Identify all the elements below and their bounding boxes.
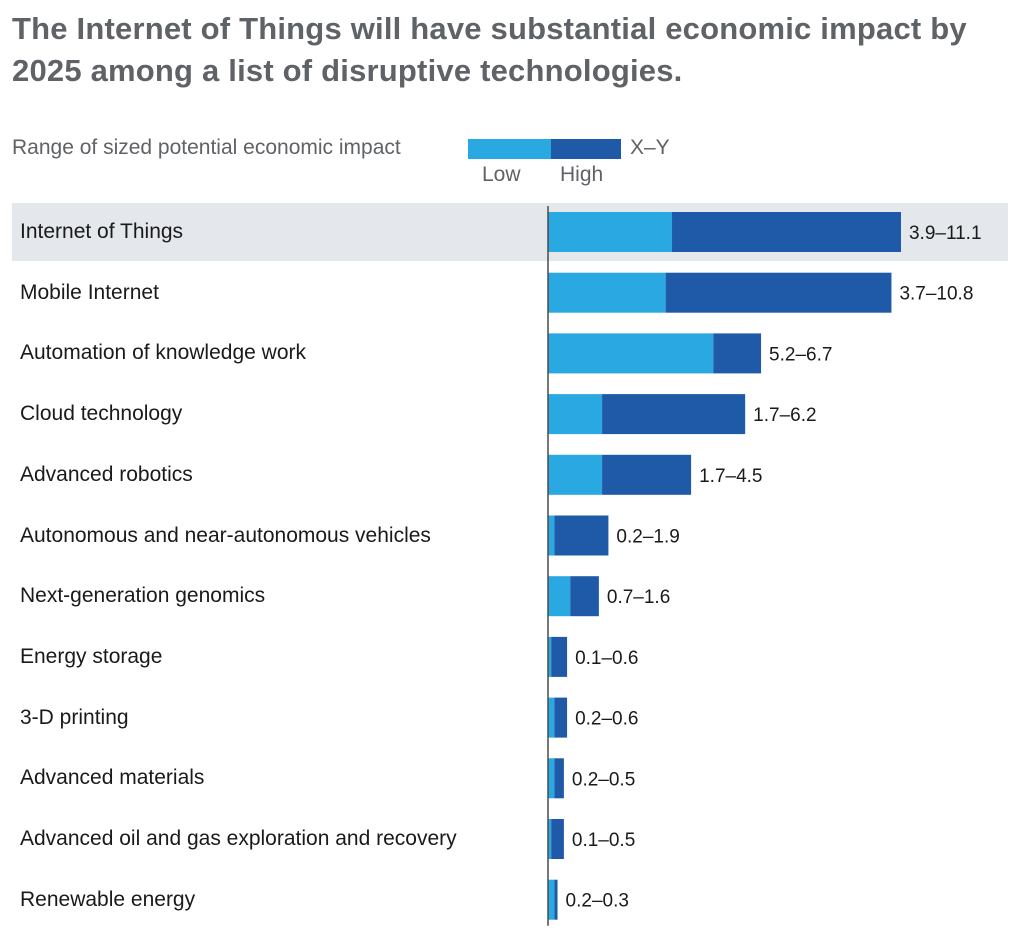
bar-high-segment (665, 272, 892, 313)
bar-high-segment (602, 394, 746, 435)
value-label: 0.2–0.3 (566, 891, 629, 912)
value-label: 1.7–6.2 (753, 405, 816, 426)
bar-high-segment (554, 697, 568, 738)
category-label: Renewable energy (20, 887, 196, 911)
value-label: 0.2–0.5 (572, 769, 635, 790)
bar-low-segment (548, 394, 603, 435)
category-label: Internet of Things (20, 220, 184, 243)
value-label: 0.1–0.5 (572, 830, 635, 851)
value-label: 3.9–11.1 (909, 223, 982, 244)
bar-low-segment (548, 879, 555, 920)
bar-high-segment (672, 212, 901, 252)
bar-high-segment (551, 636, 568, 677)
category-label: Advanced oil and gas exploration and rec… (20, 827, 457, 850)
value-label: 0.2–1.9 (616, 527, 679, 548)
bar-high-segment (551, 819, 564, 859)
category-label: Autonomous and near-autonomous vehicles (20, 523, 431, 547)
bar-low-segment (548, 819, 552, 859)
bar-high-segment (570, 576, 599, 617)
category-label: Cloud technology (20, 402, 183, 426)
category-label: Energy storage (20, 644, 163, 668)
value-label: 5.2–6.7 (769, 344, 832, 365)
bar-high-segment (554, 515, 609, 556)
bar-high-segment (602, 454, 692, 495)
bar-low-segment (548, 212, 673, 252)
category-label: Automation of knowledge work (20, 341, 306, 365)
bar-high-segment (554, 758, 564, 799)
legend-range-label: X–Y (630, 136, 670, 159)
legend-low-swatch (468, 139, 551, 159)
bar-low-segment (548, 697, 555, 738)
value-label: 0.7–1.6 (607, 587, 670, 608)
value-label: 3.7–10.8 (899, 284, 973, 305)
bar-low-segment (548, 636, 552, 677)
category-label: Advanced materials (20, 766, 205, 790)
category-label: Mobile Internet (20, 280, 159, 304)
bar-low-segment (548, 454, 603, 495)
bar-low-segment (548, 333, 714, 374)
bar-low-segment (548, 515, 555, 556)
bar-low-segment (548, 272, 666, 313)
value-label: 1.7–4.5 (699, 466, 762, 487)
bar-low-segment (548, 758, 555, 799)
legend-high-swatch (551, 139, 621, 159)
bar-high-segment (554, 879, 558, 920)
value-label: 0.2–0.6 (575, 709, 638, 730)
legend-low-label: Low (482, 163, 521, 186)
chart-title: The Internet of Things will have substan… (12, 11, 967, 88)
legend: Range of sized potential economic impact… (12, 136, 712, 196)
legend-high-label: High (560, 163, 604, 186)
category-label: Next-generation genomics (20, 584, 266, 608)
category-label: 3-D printing (20, 705, 129, 729)
value-label: 0.1–0.6 (575, 648, 638, 669)
bar-high-segment (713, 333, 762, 374)
legend-label: Range of sized potential economic impact (12, 136, 401, 159)
bar-low-segment (548, 576, 571, 617)
category-label: Advanced robotics (20, 462, 193, 486)
